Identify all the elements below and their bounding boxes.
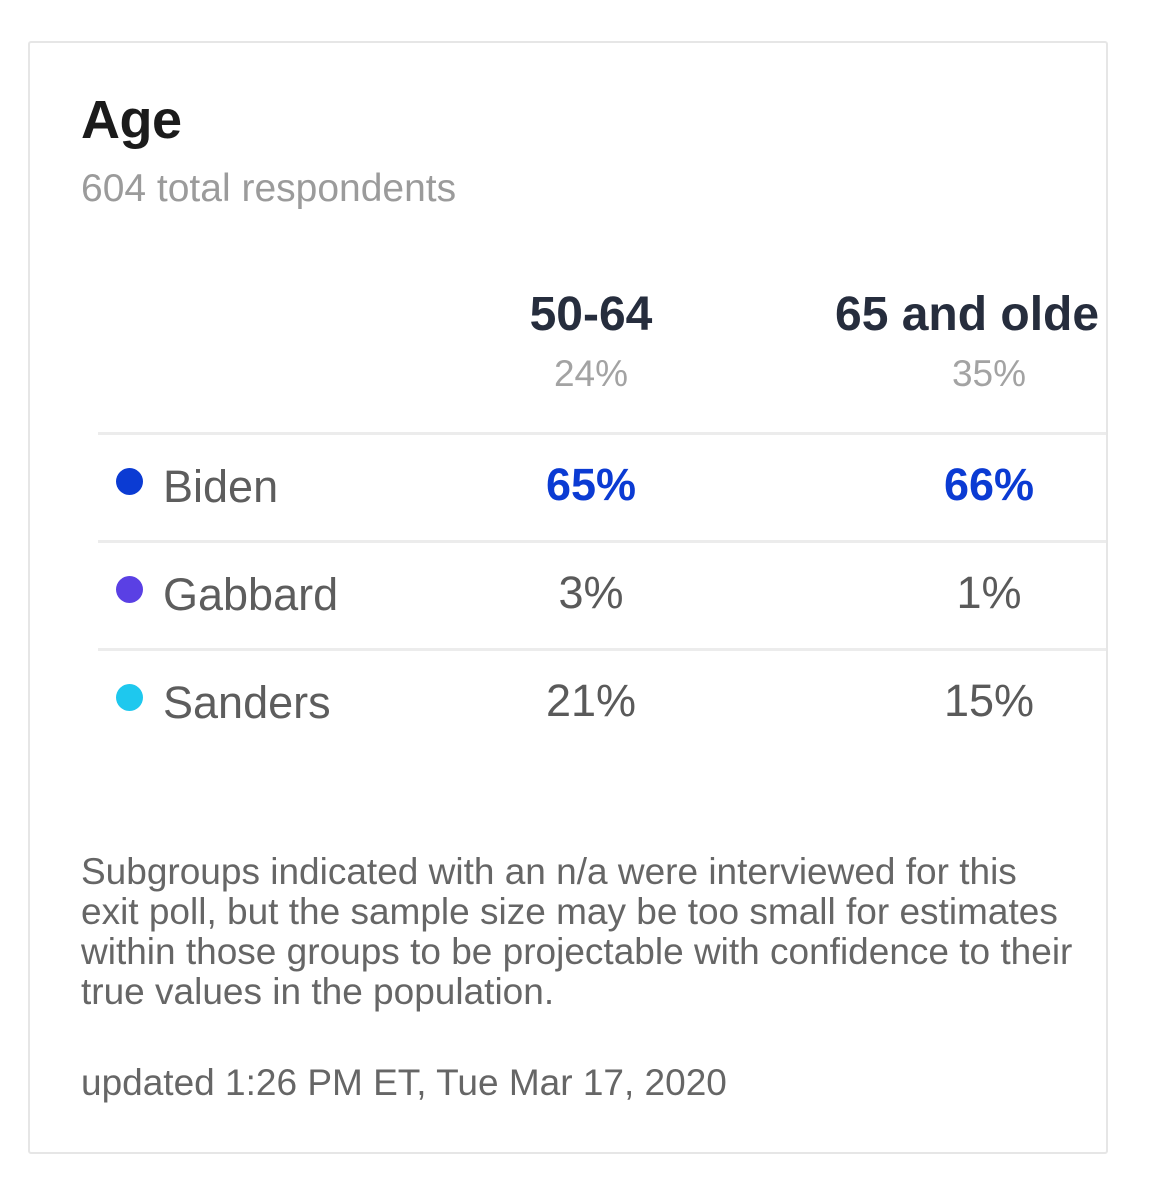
column-name: 65 and olde bbox=[835, 288, 1100, 341]
updated-timestamp: updated 1:26 PM ET, Tue Mar 17, 2020 bbox=[81, 1062, 727, 1103]
candidate-color-dot bbox=[116, 684, 143, 711]
candidate-name: Sanders bbox=[163, 677, 331, 728]
column-share: 35% bbox=[951, 353, 1027, 394]
card-title: Age bbox=[81, 90, 182, 150]
table-row-sanders: Sanders 21% 15% bbox=[98, 651, 1106, 756]
footnote: Subgroups indicated with an n/a were int… bbox=[81, 851, 1073, 1012]
column-header-65-and-older: 65 and olde 35% bbox=[799, 288, 1106, 394]
candidate-name: Biden bbox=[163, 461, 279, 512]
candidate-color-dot bbox=[116, 576, 143, 603]
candidate-color-dot bbox=[116, 468, 143, 495]
column-header-50-64: 50-64 24% bbox=[401, 291, 781, 394]
result-value: 65% bbox=[545, 459, 637, 510]
results-table: Biden 65% 66% Gabbard 3% 1% Sanders 21% … bbox=[98, 432, 1106, 756]
column-name: 50-64 bbox=[529, 288, 653, 341]
result-value: 1% bbox=[956, 567, 1022, 618]
result-value: 66% bbox=[943, 459, 1035, 510]
row-divider bbox=[98, 648, 1106, 651]
exit-poll-card: Age 604 total respondents 50-64 24% 65 a… bbox=[28, 41, 1108, 1154]
row-divider bbox=[98, 432, 1106, 435]
candidate-name: Gabbard bbox=[163, 569, 339, 620]
table-row-gabbard: Gabbard 3% 1% bbox=[98, 543, 1106, 648]
respondents-count: 604 total respondents bbox=[81, 167, 457, 210]
column-share: 24% bbox=[553, 353, 629, 394]
result-value: 3% bbox=[558, 567, 624, 618]
row-divider bbox=[98, 540, 1106, 543]
table-row-biden: Biden 65% 66% bbox=[98, 435, 1106, 540]
result-value: 21% bbox=[545, 675, 637, 726]
result-value: 15% bbox=[943, 675, 1035, 726]
